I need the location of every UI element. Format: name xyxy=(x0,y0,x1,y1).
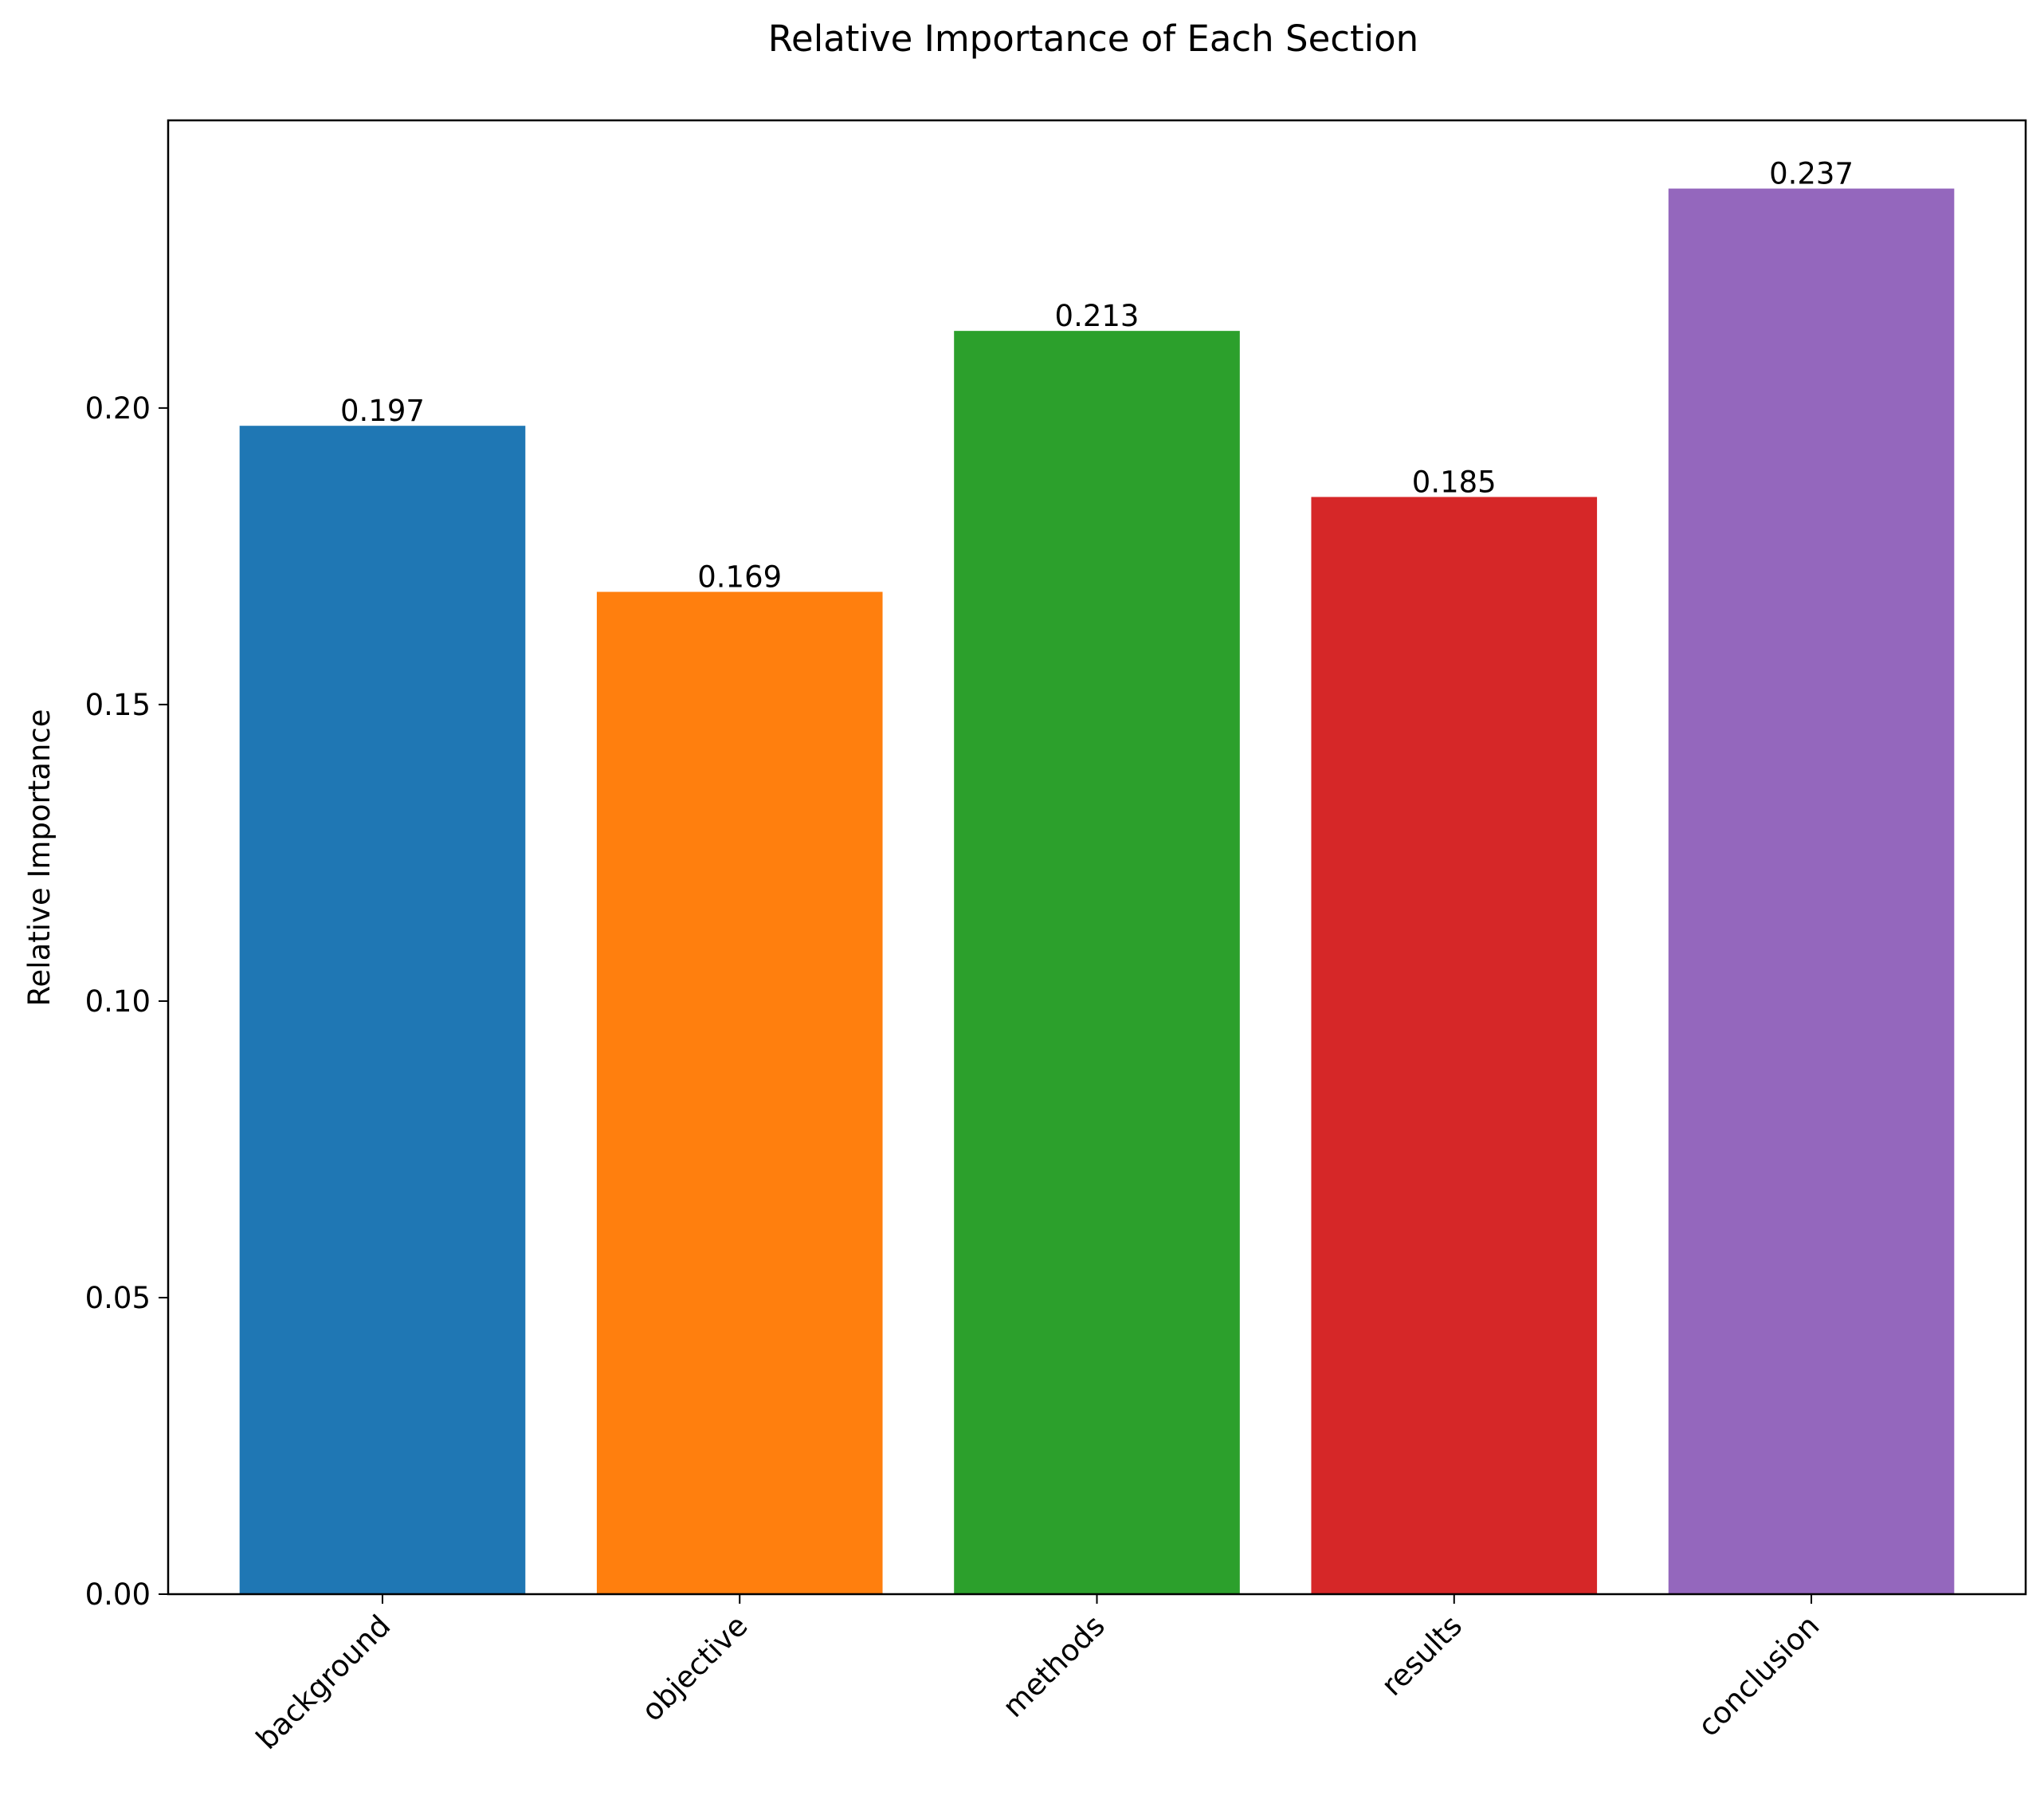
y-tick-label: 0.15 xyxy=(85,688,151,722)
data-label-methods: 0.213 xyxy=(1055,299,1140,333)
bar-methods xyxy=(954,331,1240,1595)
x-tick-label-results: results xyxy=(1375,1609,1469,1703)
y-axis-label: Relative Importance xyxy=(22,709,57,1007)
y-tick-label: 0.00 xyxy=(85,1577,151,1612)
x-axis: background objective methods results conclus… xyxy=(249,1594,1826,1756)
data-label-conclusion: 0.237 xyxy=(1769,157,1854,191)
y-tick-label: 0.10 xyxy=(85,984,151,1019)
data-label-results: 0.185 xyxy=(1412,465,1497,499)
bar-conclusion xyxy=(1668,188,1955,1595)
x-tick-label-background: background xyxy=(249,1609,397,1756)
data-labels-group: 0.197 0.169 0.213 0.185 0.237 xyxy=(340,157,1854,595)
data-label-objective: 0.169 xyxy=(697,560,782,595)
y-tick-label: 0.05 xyxy=(85,1281,151,1315)
plot-area-frame xyxy=(167,119,2027,1596)
bar-results xyxy=(1311,497,1598,1594)
x-tick-label-conclusion: conclusion xyxy=(1691,1609,1826,1743)
bar-background xyxy=(239,426,526,1595)
chart-title: Relative Importance of Each Section xyxy=(768,18,1418,60)
bar-objective xyxy=(596,591,883,1594)
bars-group xyxy=(239,188,1955,1595)
y-tick-label: 0.20 xyxy=(85,391,151,426)
data-label-background: 0.197 xyxy=(340,394,425,428)
y-axis: 0.00 0.05 0.10 0.15 0.20 xyxy=(85,391,168,1612)
x-tick-label-methods: methods xyxy=(996,1609,1112,1724)
x-tick-label-objective: objective xyxy=(635,1609,755,1728)
